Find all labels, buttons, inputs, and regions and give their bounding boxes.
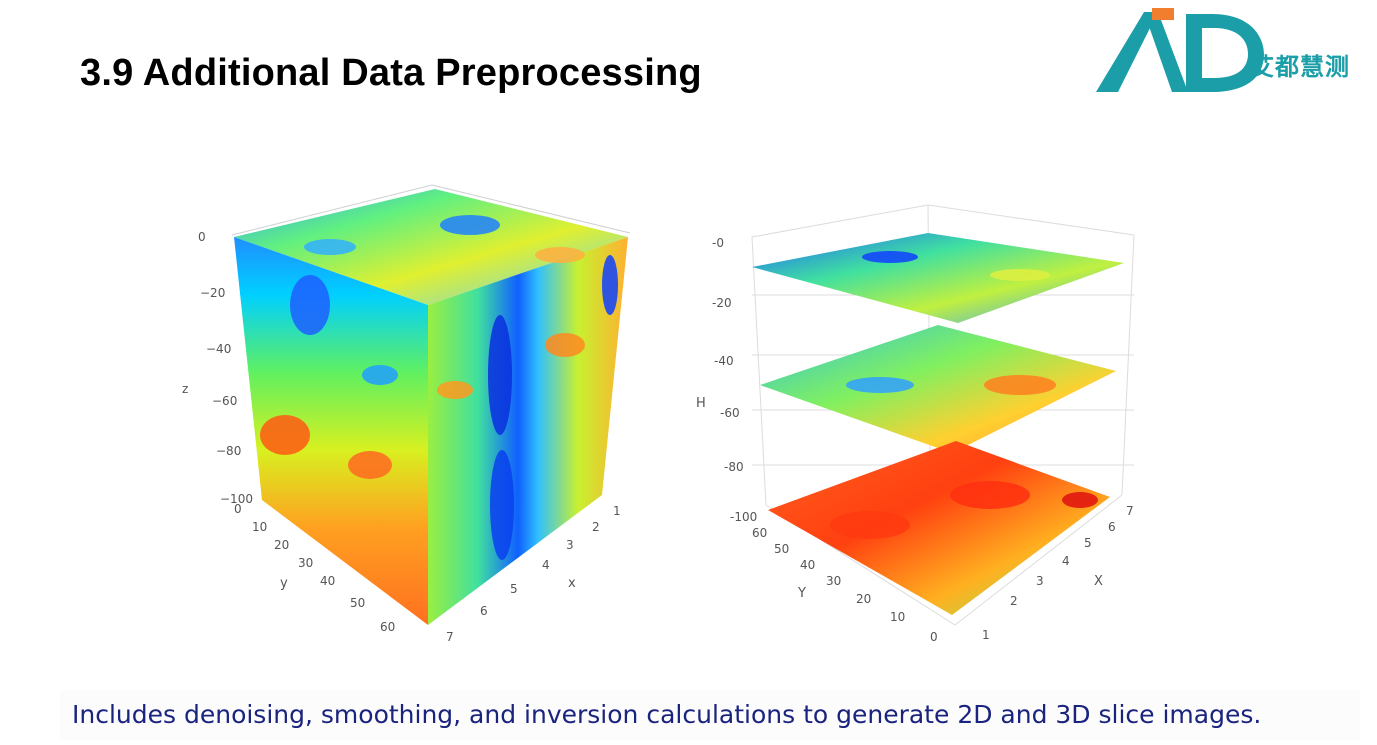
tick-label: -100 xyxy=(730,510,757,524)
tick-label: -60 xyxy=(720,406,740,420)
tick-label: 20 xyxy=(274,538,289,552)
cube-patches xyxy=(260,215,618,560)
tick-label: 1 xyxy=(982,628,990,642)
tick-label: 0 xyxy=(198,230,206,244)
cube-left-face xyxy=(234,237,428,625)
tick-label: 60 xyxy=(380,620,395,634)
h-ticks: -0 -20 -40 -60 -80 -100 xyxy=(712,236,757,524)
axis-label-x: X xyxy=(1094,574,1103,589)
slices-chart: H -0 -20 -40 -60 -80 -100 Y 60 50 40 30 … xyxy=(696,204,1135,644)
tick-label: −60 xyxy=(212,394,237,408)
tick-label: 20 xyxy=(856,592,871,606)
cube-back-edges xyxy=(231,184,631,236)
tick-label: 50 xyxy=(774,542,789,556)
axis-label-h: H xyxy=(696,396,706,411)
tick-label: 6 xyxy=(1108,520,1116,534)
logo-letter-a xyxy=(1096,12,1158,92)
tick-label: 7 xyxy=(1126,504,1134,518)
tick-label: 30 xyxy=(826,574,841,588)
cube-right-face xyxy=(428,237,628,625)
x-ticks: 7 6 5 4 3 2 1 xyxy=(982,504,1134,642)
tick-label: 10 xyxy=(890,610,905,624)
z-ticks: 0 −20 −40 −60 −80 −100 xyxy=(198,230,253,506)
logo-letter-a-right xyxy=(1144,12,1188,92)
logo-letter-d xyxy=(1186,14,1264,92)
volume-cube-chart: z 0 −20 −40 −60 −80 −100 y 0 10 20 30 40… xyxy=(182,184,631,644)
axis-label-x: x xyxy=(568,576,576,591)
tick-label: 6 xyxy=(480,604,488,618)
tick-label: 10 xyxy=(252,520,267,534)
tick-label: 0 xyxy=(930,630,938,644)
tick-label: 4 xyxy=(542,558,550,572)
y-ticks: 0 10 20 30 40 50 60 xyxy=(234,502,395,634)
tick-label: 5 xyxy=(510,582,518,596)
tick-label: 2 xyxy=(1010,594,1018,608)
tick-label: −40 xyxy=(206,342,231,356)
slice-patches xyxy=(830,251,1098,539)
tick-label: 4 xyxy=(1062,554,1070,568)
tick-label: −100 xyxy=(220,492,253,506)
tick-label: 0 xyxy=(234,502,242,516)
y-ticks: 60 50 40 30 20 10 0 xyxy=(752,526,938,644)
tick-label: 1 xyxy=(613,504,621,518)
axis-label-y: Y xyxy=(797,586,806,601)
tick-label: −80 xyxy=(216,444,241,458)
logo-dot xyxy=(1152,8,1174,20)
slice-top xyxy=(752,233,1124,323)
x-ticks: 1 2 3 4 5 6 7 xyxy=(446,504,621,644)
axis-label-y: y xyxy=(280,576,288,591)
slice-bottom xyxy=(768,441,1110,615)
tick-label: −20 xyxy=(200,286,225,300)
tick-label: 50 xyxy=(350,596,365,610)
tick-label: -20 xyxy=(712,296,732,310)
tick-label: 2 xyxy=(592,520,600,534)
tick-label: 30 xyxy=(298,556,313,570)
axis-label-z: z xyxy=(182,382,188,396)
tick-label: 5 xyxy=(1084,536,1092,550)
tick-label: 40 xyxy=(800,558,815,572)
tick-label: -40 xyxy=(714,354,734,368)
tick-label: -80 xyxy=(724,460,744,474)
slice-middle xyxy=(760,325,1116,453)
slide-title: 3.9 Additional Data Preprocessing xyxy=(80,52,702,94)
tick-label: 3 xyxy=(566,538,574,552)
cube-top-face xyxy=(234,189,628,305)
brand-name: 艾都慧测 xyxy=(1250,52,1350,81)
tick-label: 60 xyxy=(752,526,767,540)
slide-caption: Includes denoising, smoothing, and inver… xyxy=(72,700,1262,729)
caption-strip xyxy=(60,690,1360,740)
brand-logo xyxy=(1096,8,1264,92)
tick-label: -0 xyxy=(712,236,724,250)
tick-label: 40 xyxy=(320,574,335,588)
tick-label: 3 xyxy=(1036,574,1044,588)
tick-label: 7 xyxy=(446,630,454,644)
